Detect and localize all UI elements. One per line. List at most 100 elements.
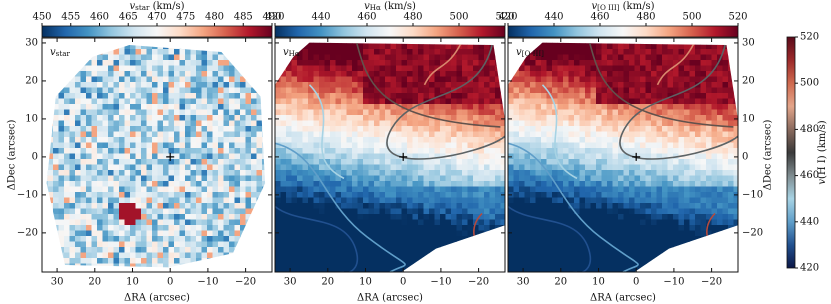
map-cell	[108, 187, 114, 193]
map-cell	[574, 159, 580, 165]
map-cell	[424, 137, 430, 143]
map-cell	[163, 82, 169, 88]
map-cell	[413, 71, 419, 77]
map-cell	[218, 88, 224, 94]
map-cell	[591, 82, 597, 88]
map-cell	[86, 82, 92, 88]
map-cell	[262, 143, 268, 149]
map-cell	[53, 247, 59, 253]
map-cell	[303, 104, 309, 110]
map-cell	[607, 115, 613, 121]
map-cell	[59, 225, 65, 231]
map-cell	[336, 154, 342, 160]
map-cell	[508, 115, 514, 121]
map-cell	[292, 203, 298, 209]
map-cell	[191, 115, 197, 121]
map-cell	[92, 236, 98, 242]
map-cell	[42, 115, 48, 121]
map-cell	[508, 49, 514, 55]
map-cell	[64, 154, 70, 160]
map-cell	[130, 137, 136, 143]
map-cell	[424, 104, 430, 110]
map-cell	[224, 143, 230, 149]
map-cell	[490, 88, 496, 94]
map-cell	[103, 225, 109, 231]
map-cell	[706, 176, 712, 182]
map-cell	[618, 110, 624, 116]
map-cell	[446, 38, 452, 44]
map-cell	[207, 148, 213, 154]
map-cell	[530, 170, 536, 176]
map-cell	[679, 170, 685, 176]
map-cell	[141, 121, 147, 127]
map-cell	[358, 220, 364, 226]
map-cell	[490, 165, 496, 171]
map-cell	[457, 77, 463, 83]
map-cell	[319, 258, 325, 264]
map-cell	[330, 82, 336, 88]
map-cell	[407, 187, 413, 193]
map-cell	[125, 66, 131, 72]
map-cell	[558, 71, 564, 77]
map-cell	[558, 82, 564, 88]
map-cell	[152, 44, 158, 50]
map-cell	[651, 181, 657, 187]
map-cell	[424, 231, 430, 237]
map-cell	[657, 38, 663, 44]
map-cell	[574, 110, 580, 116]
map-cell	[281, 38, 287, 44]
map-cell	[59, 77, 65, 83]
map-cell	[185, 170, 191, 176]
map-cell	[235, 88, 241, 94]
map-cell	[717, 44, 723, 50]
map-cell	[125, 264, 131, 270]
map-cell	[552, 187, 558, 193]
map-cell	[281, 154, 287, 160]
map-cell	[59, 82, 65, 88]
map-cell	[207, 71, 213, 77]
map-cell	[218, 220, 224, 226]
map-cell	[147, 66, 153, 72]
map-cell	[706, 165, 712, 171]
map-cell	[569, 115, 575, 121]
map-cell	[341, 77, 347, 83]
map-cell	[424, 209, 430, 215]
map-cell	[668, 132, 674, 138]
map-cell	[297, 198, 303, 204]
map-cell	[352, 38, 358, 44]
map-cell	[174, 110, 180, 116]
map-cell	[429, 220, 435, 226]
map-cell	[369, 209, 375, 215]
map-cell	[457, 71, 463, 77]
map-cell	[251, 264, 257, 270]
map-cell	[569, 126, 575, 132]
map-cell	[541, 104, 547, 110]
map-cell	[391, 71, 397, 77]
map-cell	[196, 143, 202, 149]
map-cell	[97, 55, 103, 61]
map-cell	[196, 247, 202, 253]
map-cell	[314, 44, 320, 50]
map-cell	[596, 110, 602, 116]
map-cell	[525, 192, 531, 198]
map-cell	[429, 132, 435, 138]
map-cell	[602, 110, 608, 116]
map-cell	[207, 60, 213, 66]
map-cell	[103, 165, 109, 171]
map-cell	[70, 231, 76, 237]
map-cell	[275, 264, 281, 270]
map-cell	[530, 148, 536, 154]
map-cell	[152, 82, 158, 88]
map-cell	[158, 88, 164, 94]
map-cell	[59, 236, 65, 242]
map-cell	[508, 110, 514, 116]
map-cell	[246, 44, 252, 50]
map-cell	[325, 137, 331, 143]
map-cell	[53, 242, 59, 248]
map-cell	[473, 110, 479, 116]
map-cell	[374, 77, 380, 83]
map-cell	[81, 264, 87, 270]
map-cell	[380, 170, 386, 176]
map-cell	[380, 99, 386, 105]
map-cell	[251, 143, 257, 149]
